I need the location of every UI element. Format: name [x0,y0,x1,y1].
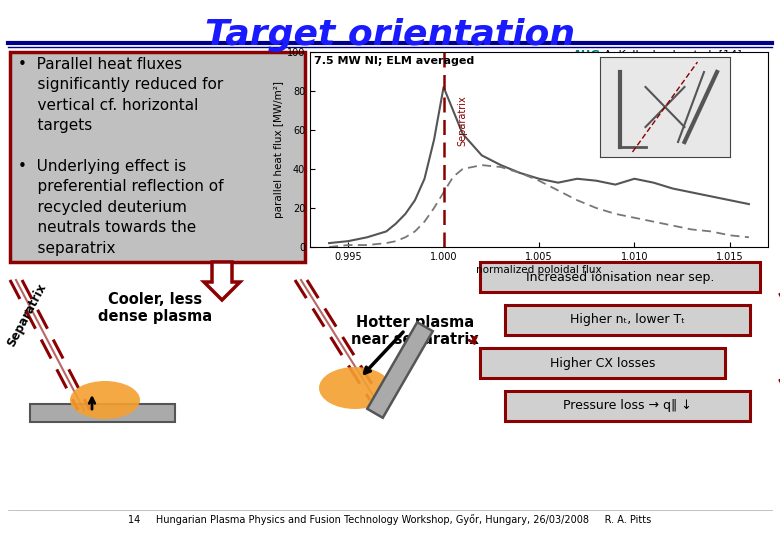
Text: Hotter plasma
near separatrix: Hotter plasma near separatrix [351,315,479,347]
Text: Separatrix: Separatrix [5,281,49,349]
Bar [30,404,175,422]
Text: Target orientation: Target orientation [205,18,575,52]
FancyArrow shape [204,262,240,300]
Text: AUG: AUG [573,49,601,62]
Ellipse shape [319,367,391,409]
Ellipse shape [70,381,140,419]
Bar [505,305,750,335]
Text: 14     Hungarian Plasma Physics and Fusion Technology Workshop, Győr, Hungary, 2: 14 Hungarian Plasma Physics and Fusion T… [129,515,651,525]
Bar [367,322,433,418]
Text: , A. Kallenbach, et al. [14]: , A. Kallenbach, et al. [14] [597,49,742,59]
Text: Separatrix: Separatrix [457,95,467,146]
Text: Pressure loss → q‖ ↓: Pressure loss → q‖ ↓ [563,400,692,413]
Y-axis label: parallel heat flux [MW/m²]: parallel heat flux [MW/m²] [274,81,284,218]
Text: Cooler, less
dense plasma: Cooler, less dense plasma [98,292,212,325]
X-axis label: normalized poloidal flux: normalized poloidal flux [476,265,602,275]
Bar [505,391,750,421]
Bar [480,262,760,292]
Bar [480,348,725,378]
Text: Higher nₜ, lower Tₜ: Higher nₜ, lower Tₜ [570,314,685,327]
Text: Higher CX losses: Higher CX losses [550,356,655,369]
Text: •  Parallel heat fluxes
    significantly reduced for
    vertical cf. horizonta: • Parallel heat fluxes significantly red… [18,57,224,255]
Bar [10,52,305,262]
Text: 7.5 MW NI; ELM averaged: 7.5 MW NI; ELM averaged [314,56,474,66]
Text: Increased ionisation near sep.: Increased ionisation near sep. [526,271,714,284]
